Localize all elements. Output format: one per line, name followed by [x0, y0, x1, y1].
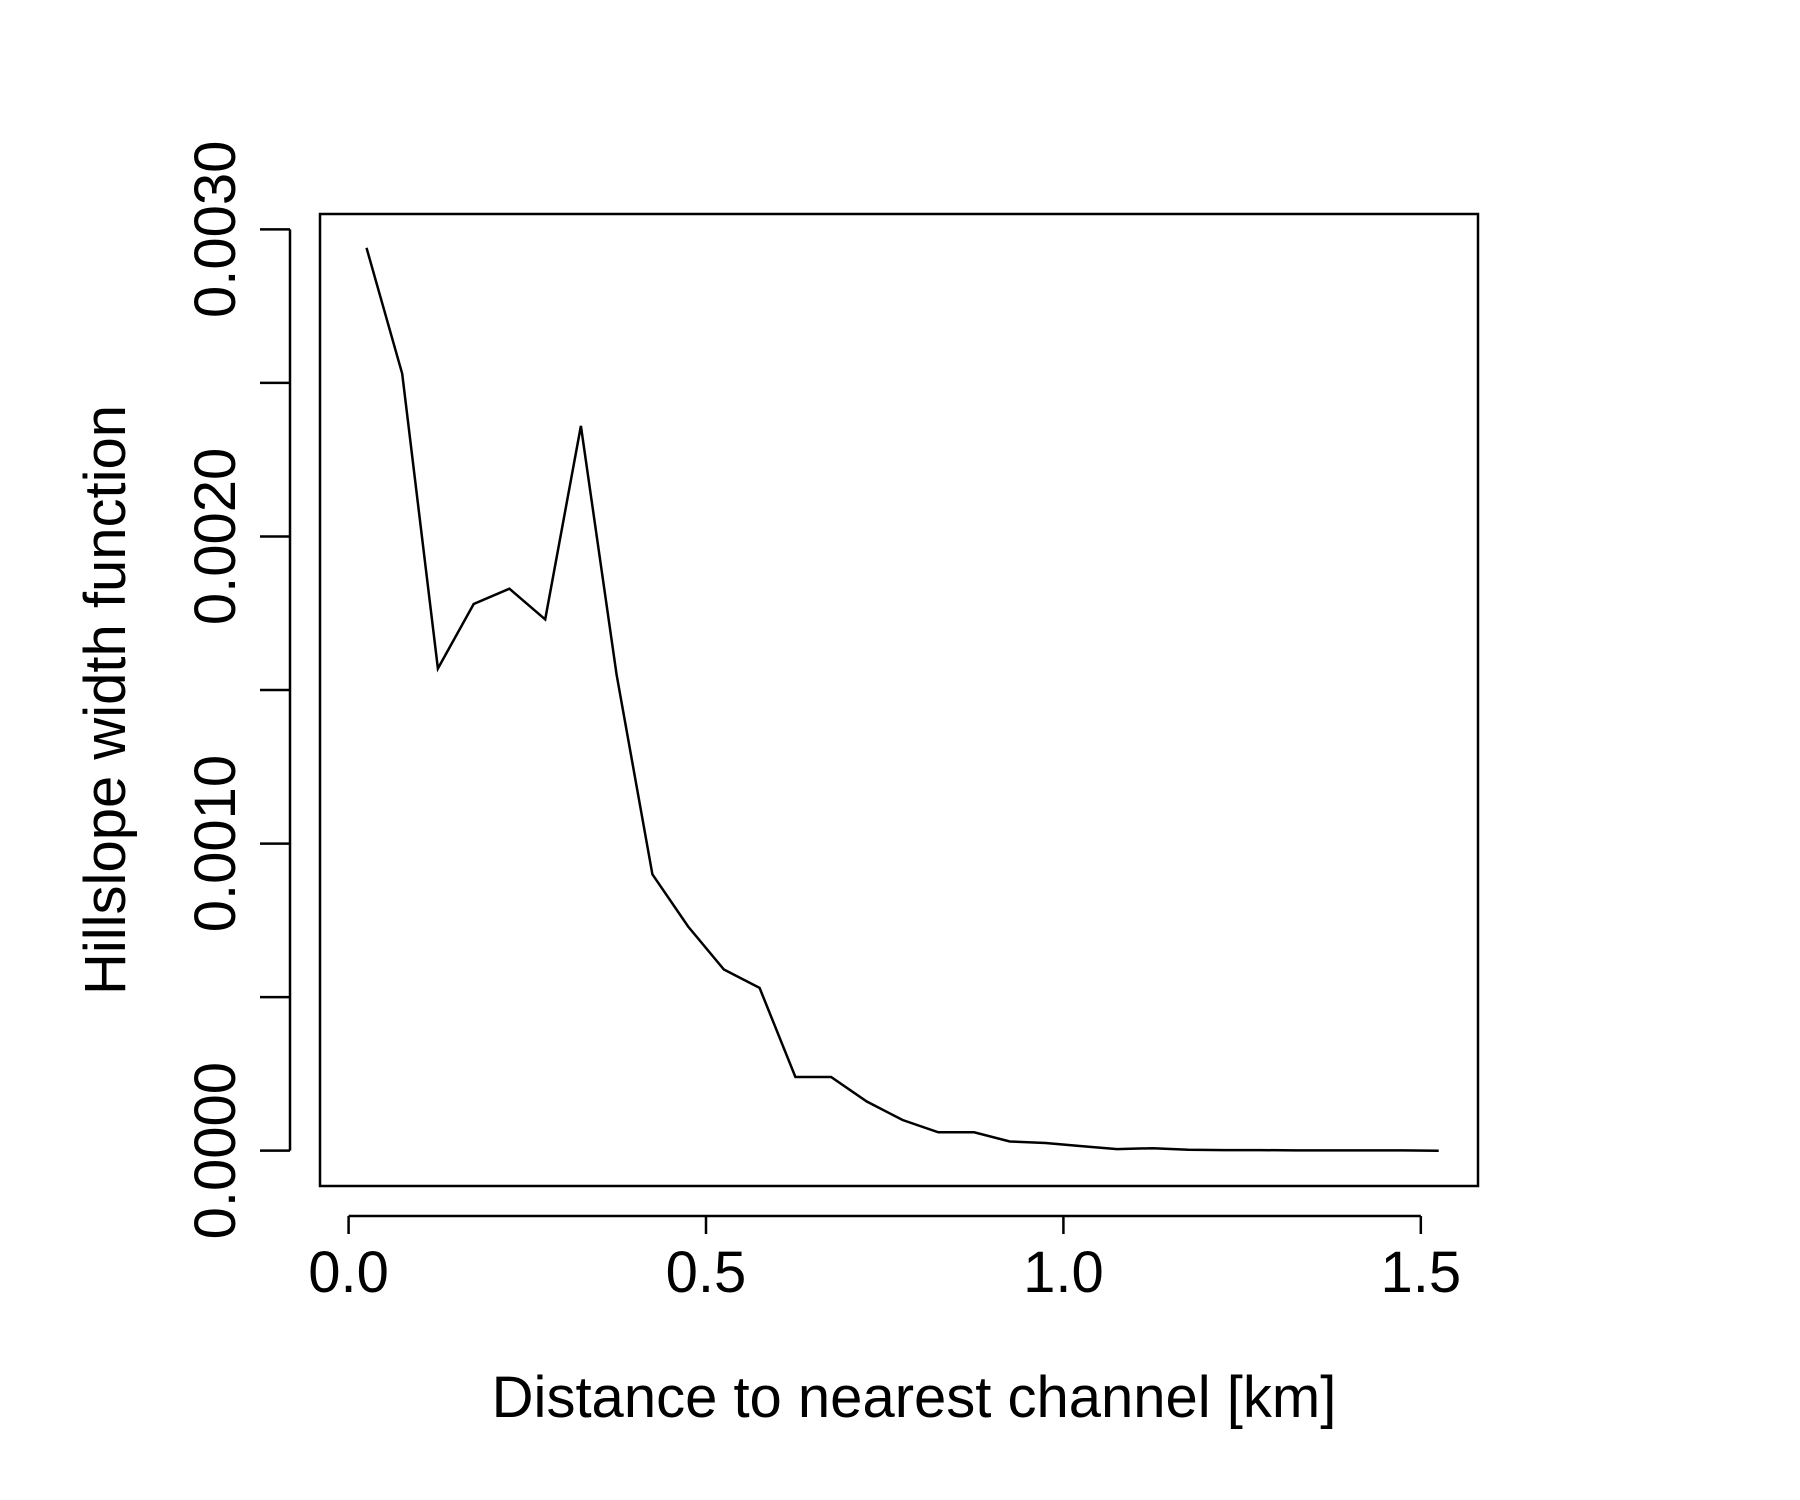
series-layer: [365, 247, 1439, 1152]
x-tick-label: 0.5: [666, 1240, 747, 1305]
series-line: [365, 247, 1439, 1152]
x-tick-label: 1.5: [1380, 1240, 1461, 1305]
y-axis: 0.0000 0.0010 0.0020 0.0030: [183, 141, 292, 1239]
y-axis-label: Hillslope width function: [73, 405, 138, 995]
x-tick-label: 0.0: [308, 1240, 389, 1305]
x-axis-label: Distance to nearest channel [km]: [492, 1365, 1337, 1430]
y-tick-label: 0.0010: [183, 755, 248, 932]
y-tick-label: 0.0020: [183, 448, 248, 625]
plot-frame: [318, 212, 1480, 1188]
y-tick-label: 0.0030: [183, 141, 248, 318]
x-axis: 0.0 0.5 1.0 1.5: [308, 1214, 1461, 1305]
y-tick-label: 0.0000: [183, 1062, 248, 1239]
x-tick-label: 1.0: [1023, 1240, 1104, 1305]
